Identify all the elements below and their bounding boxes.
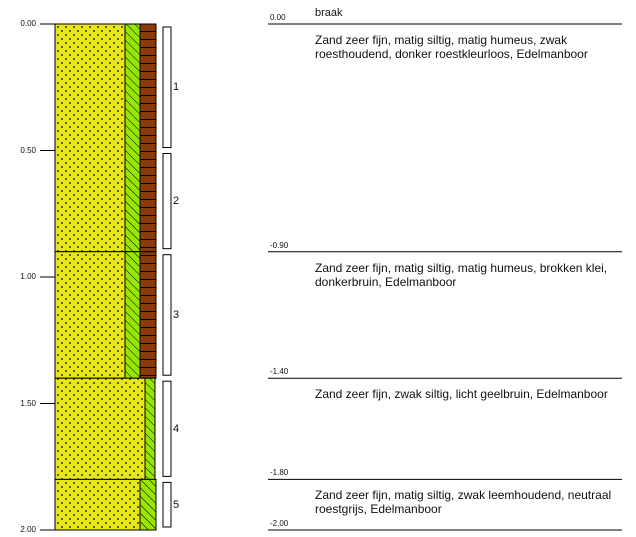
layer-description: Zand zeer fijn, zwak siltig, licht geelb… — [315, 387, 608, 402]
sand-segment — [54, 23, 126, 253]
header-label: braak — [315, 7, 343, 19]
sample-bracket — [162, 153, 172, 250]
humus-segment — [139, 251, 157, 379]
scale-label: 2.00 — [20, 525, 36, 534]
silt-segment — [144, 377, 156, 480]
sample-bracket — [162, 380, 172, 477]
silt-segment — [124, 251, 141, 379]
scale-label: 1.00 — [20, 272, 36, 281]
bottom-depth: -2.00 — [270, 519, 289, 528]
layer-top-depth: -1.40 — [270, 367, 289, 377]
layer-top-depth: -0.90 — [270, 240, 289, 250]
sample-number: 3 — [173, 308, 180, 321]
sample-bracket — [162, 254, 172, 376]
layer-top-depth: -1.80 — [270, 468, 289, 478]
layer-top-depth: 0.00 — [270, 13, 286, 22]
sample-bracket — [162, 26, 172, 148]
sample-number: 2 — [173, 195, 180, 208]
silt-segment — [124, 23, 141, 253]
sample-number: 4 — [173, 422, 180, 435]
sample-number: 1 — [173, 81, 180, 94]
sample-bracket — [162, 481, 172, 528]
layer-description: Zand zeer fijn, matig siltig, matig hume… — [315, 33, 588, 61]
sand-segment — [54, 251, 126, 379]
sand-segment — [54, 478, 141, 531]
layer-description: Zand zeer fijn, matig siltig, matig hume… — [315, 260, 608, 289]
scale-label: 1.50 — [20, 398, 36, 408]
scale-label: 0.50 — [20, 145, 36, 155]
sand-segment — [54, 377, 146, 480]
layer-description: Zand zeer fijn, matig siltig, zwak leemh… — [315, 488, 612, 517]
humus-segment — [139, 23, 157, 253]
silt-segment — [139, 478, 157, 531]
sample-number: 5 — [173, 498, 180, 511]
scale-label: 0.00 — [20, 19, 36, 28]
